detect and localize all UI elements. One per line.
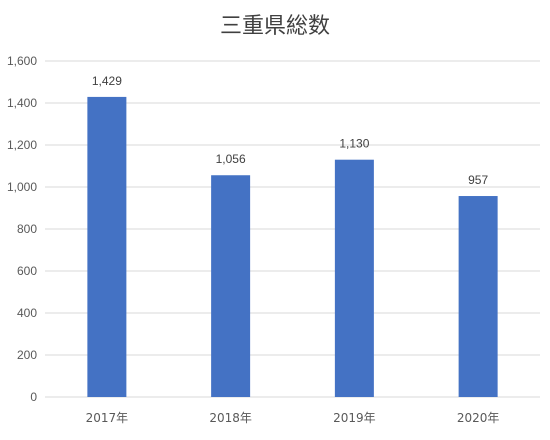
bar-2018年 xyxy=(211,175,251,397)
x-tick-label: 2017年 xyxy=(86,411,129,425)
bar-2017年 xyxy=(87,96,127,397)
data-label: 1,056 xyxy=(216,152,246,166)
y-tick-label: 400 xyxy=(17,306,37,320)
x-tick-label: 2020年 xyxy=(457,411,500,425)
bar-2020年 xyxy=(458,196,498,397)
x-tick-label: 2019年 xyxy=(333,411,376,425)
y-tick-label: 200 xyxy=(17,348,37,362)
y-tick-label: 1,200 xyxy=(7,138,37,152)
y-tick-label: 0 xyxy=(30,390,37,404)
chart-title: 三重県総数 xyxy=(219,14,330,39)
y-tick-label: 800 xyxy=(17,222,37,236)
x-tick-label: 2018年 xyxy=(209,411,252,425)
y-tick-label: 600 xyxy=(17,264,37,278)
data-label: 957 xyxy=(468,173,488,187)
data-label: 1,429 xyxy=(92,74,122,88)
y-tick-label: 1,600 xyxy=(7,54,37,68)
y-tick-label: 1,400 xyxy=(7,96,37,110)
bar-2019年 xyxy=(334,159,374,397)
y-tick-label: 1,000 xyxy=(7,180,37,194)
data-label: 1,130 xyxy=(339,137,369,151)
